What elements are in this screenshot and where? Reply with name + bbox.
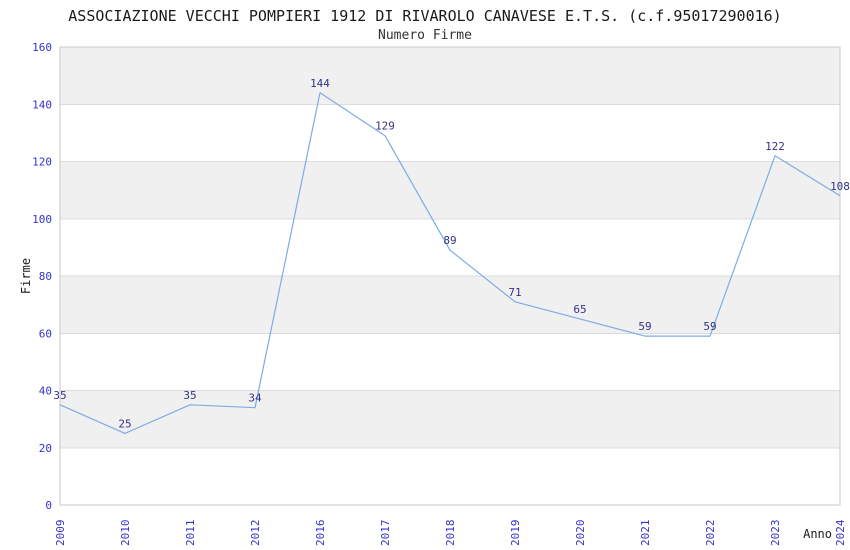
data-point-label: 65 <box>573 303 586 316</box>
x-tick-label: 2021 <box>639 520 652 547</box>
x-tick-label: 2009 <box>54 520 67 547</box>
y-tick-label: 140 <box>32 98 52 111</box>
y-tick-label: 120 <box>32 156 52 169</box>
data-point-label: 35 <box>53 389 66 402</box>
x-axis-label: Anno <box>803 527 832 541</box>
data-point-label: 35 <box>183 389 196 402</box>
y-tick-label: 160 <box>32 41 52 54</box>
data-point-label: 144 <box>310 77 330 90</box>
y-tick-label: 60 <box>39 327 52 340</box>
plot-border <box>59 46 841 506</box>
x-tick-label: 2016 <box>314 520 327 547</box>
plot-band <box>60 276 840 334</box>
x-tick-label: 2024 <box>834 519 847 546</box>
chart-subtitle: Numero Firme <box>378 28 472 43</box>
plot-band <box>60 47 840 105</box>
series-line <box>59 92 841 434</box>
x-tick-label: 2017 <box>379 520 392 547</box>
x-tick-label: 2018 <box>444 520 457 547</box>
data-point-label: 108 <box>830 180 850 193</box>
x-tick-label: 2023 <box>769 520 782 547</box>
x-tick-label: 2010 <box>119 520 132 547</box>
y-tick-label: 100 <box>32 213 52 226</box>
data-point-label: 59 <box>638 320 651 333</box>
data-point-label: 89 <box>443 234 456 247</box>
y-tick-label: 40 <box>39 385 52 398</box>
data-point-label: 129 <box>375 120 395 133</box>
data-point-label: 122 <box>765 140 785 153</box>
x-tick-label: 2020 <box>574 520 587 547</box>
y-tick-label: 80 <box>39 270 52 283</box>
data-point-label: 71 <box>508 286 521 299</box>
y-tick-label: 0 <box>45 499 52 512</box>
data-point-label: 59 <box>703 320 716 333</box>
plot-band <box>60 390 840 448</box>
chart-title: ASSOCIAZIONE VECCHI POMPIERI 1912 DI RIV… <box>68 7 782 25</box>
x-tick-label: 2022 <box>704 520 717 547</box>
y-axis-label: Firme <box>19 258 33 294</box>
data-point-label: 34 <box>248 392 262 405</box>
x-tick-label: 2019 <box>509 520 522 547</box>
data-point-label: 25 <box>118 417 131 430</box>
x-tick-label: 2012 <box>249 520 262 547</box>
plot-band <box>60 161 840 219</box>
x-tick-label: 2011 <box>184 520 197 547</box>
y-tick-label: 20 <box>39 442 52 455</box>
